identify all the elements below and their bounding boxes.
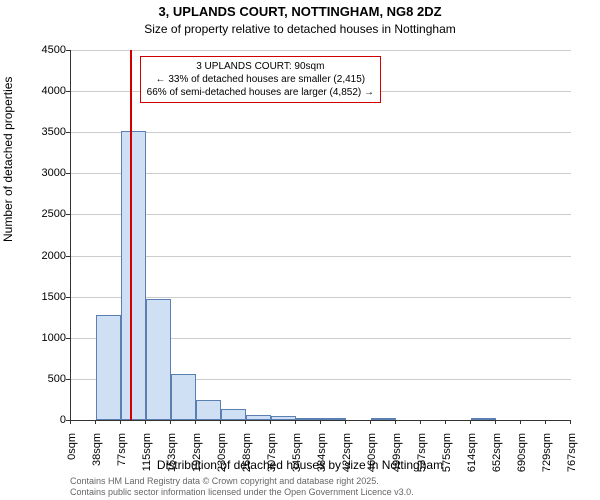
chart-title-sub: Size of property relative to detached ho… bbox=[0, 22, 600, 36]
histogram-bar bbox=[121, 131, 146, 420]
x-tick-mark bbox=[245, 420, 246, 424]
x-tick-mark bbox=[445, 420, 446, 424]
reference-annotation: 3 UPLANDS COURT: 90sqm ← 33% of detached… bbox=[140, 56, 381, 103]
annotation-line: 66% of semi-detached houses are larger (… bbox=[147, 86, 374, 99]
x-tick-mark bbox=[545, 420, 546, 424]
histogram-bar bbox=[221, 409, 246, 420]
gridline bbox=[71, 50, 571, 51]
x-tick-mark bbox=[420, 420, 421, 424]
x-tick-mark bbox=[120, 420, 121, 424]
histogram-bar bbox=[271, 416, 296, 420]
y-tick-label: 500 bbox=[48, 373, 66, 385]
footer-line: Contains public sector information licen… bbox=[70, 487, 414, 498]
plot-area: 3 UPLANDS COURT: 90sqm ← 33% of detached… bbox=[70, 50, 571, 421]
histogram-bar bbox=[321, 418, 346, 420]
histogram-bar bbox=[471, 418, 496, 420]
histogram-bar bbox=[246, 415, 271, 420]
x-tick-mark bbox=[370, 420, 371, 424]
histogram-bar bbox=[146, 299, 171, 420]
y-axis-label: Number of detached properties bbox=[1, 77, 15, 242]
annotation-line: ← 33% of detached houses are smaller (2,… bbox=[147, 73, 374, 86]
x-tick-mark bbox=[170, 420, 171, 424]
y-tick-label: 4000 bbox=[42, 85, 66, 97]
y-tick-label: 1500 bbox=[42, 291, 66, 303]
y-tick-label: 2500 bbox=[42, 208, 66, 220]
x-tick-mark bbox=[270, 420, 271, 424]
histogram-bar bbox=[371, 418, 396, 420]
gridline bbox=[71, 173, 571, 174]
y-tick-label: 4500 bbox=[42, 44, 66, 56]
x-tick-mark bbox=[195, 420, 196, 424]
x-tick-mark bbox=[495, 420, 496, 424]
x-tick-mark bbox=[520, 420, 521, 424]
x-tick-mark bbox=[470, 420, 471, 424]
footer-line: Contains HM Land Registry data © Crown c… bbox=[70, 476, 414, 487]
x-tick-mark bbox=[570, 420, 571, 424]
gridline bbox=[71, 132, 571, 133]
histogram-bar bbox=[196, 400, 221, 420]
reference-line bbox=[130, 50, 132, 420]
x-tick-mark bbox=[395, 420, 396, 424]
gridline bbox=[71, 214, 571, 215]
histogram-bar bbox=[171, 374, 196, 420]
x-axis-label: Distribution of detached houses by size … bbox=[0, 458, 600, 472]
x-tick-mark bbox=[145, 420, 146, 424]
x-tick-mark bbox=[320, 420, 321, 424]
y-tick-label: 3000 bbox=[42, 167, 66, 179]
x-tick-mark bbox=[220, 420, 221, 424]
histogram-bar bbox=[96, 315, 121, 420]
x-tick-mark bbox=[295, 420, 296, 424]
gridline bbox=[71, 297, 571, 298]
gridline bbox=[71, 256, 571, 257]
y-tick-label: 3500 bbox=[42, 126, 66, 138]
x-tick-mark bbox=[345, 420, 346, 424]
x-tick-mark bbox=[70, 420, 71, 424]
y-tick-label: 1000 bbox=[42, 332, 66, 344]
y-tick-label: 2000 bbox=[42, 250, 66, 262]
histogram-bar bbox=[296, 418, 321, 420]
annotation-line: 3 UPLANDS COURT: 90sqm bbox=[147, 60, 374, 73]
footer-attribution: Contains HM Land Registry data © Crown c… bbox=[70, 476, 414, 498]
chart-title-main: 3, UPLANDS COURT, NOTTINGHAM, NG8 2DZ bbox=[0, 4, 600, 19]
chart-container: 3, UPLANDS COURT, NOTTINGHAM, NG8 2DZ Si… bbox=[0, 0, 600, 500]
x-tick-mark bbox=[95, 420, 96, 424]
